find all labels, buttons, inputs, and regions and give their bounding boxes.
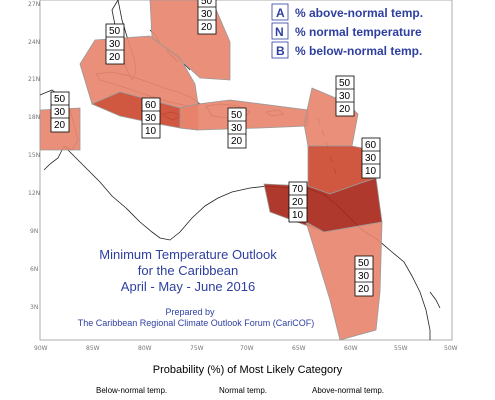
lon-tick: 65W: [292, 345, 306, 352]
prob-normal: 30: [201, 9, 213, 20]
lon-tick: 80W: [138, 345, 152, 352]
title-line: for the Caribbean: [138, 263, 238, 278]
title-line: Minimum Temperature Outlook: [99, 247, 277, 262]
prob-box-abc-trinidad: 70 20 10: [288, 181, 308, 223]
prob-below: 20: [109, 52, 121, 63]
prob-box-belize: 50 30 20: [50, 91, 70, 133]
prob-normal: 30: [145, 113, 157, 124]
prob-below: 10: [292, 210, 304, 221]
prob-below: 20: [201, 22, 213, 33]
lat-tick: 9N: [30, 228, 38, 235]
lon-tick: 90W: [34, 345, 48, 352]
prob-above: 50: [54, 94, 66, 105]
lon-tick: 85W: [86, 345, 100, 352]
legend-key-desc: % normal temperature: [295, 25, 422, 39]
prob-box-bahamas: 50 30 20: [197, 0, 217, 35]
prob-box-puerto-rico-band: 50 30 20: [227, 107, 247, 149]
prob-below: 10: [365, 166, 377, 177]
lon-tick: 50W: [444, 345, 458, 352]
legend-key-desc: % above-normal temp.: [295, 6, 423, 20]
legend-key-desc: % below-normal temp.: [295, 44, 422, 58]
lat-tick: 6N: [30, 266, 38, 273]
legend-key: A % above-normal temp. N % normal temper…: [271, 3, 423, 59]
title-line: April - May - June 2016: [121, 279, 255, 294]
lat-tick: 12N: [28, 190, 40, 197]
prob-normal: 30: [339, 91, 351, 102]
probability-boxes: 50 30 20 50 30 20 60 30 10 50 30: [50, 0, 381, 297]
legend-key-letter: B: [276, 44, 285, 58]
credit-line: The Caribbean Regional Climate Outlook F…: [78, 318, 315, 328]
prob-below: 20: [358, 284, 370, 295]
map-credit: Prepared by The Caribbean Regional Clima…: [78, 307, 315, 328]
prob-below: 20: [339, 104, 351, 115]
credit-line: Prepared by: [165, 307, 215, 317]
prob-above: 50: [201, 0, 213, 7]
prob-normal: 30: [54, 107, 66, 118]
prob-box-leeward-islands: 50 30 20: [335, 75, 355, 117]
legend-label-above: Above-normal temp.: [312, 386, 385, 395]
prob-box-windward-islands: 60 30 10: [361, 137, 381, 179]
lon-axis: 90W 85W 80W 75W 70W 65W 60W 55W 50W: [34, 345, 458, 352]
legend-title: Probability (%) of Most Likely Category: [152, 364, 343, 376]
prob-box-guianas: 50 30 20: [354, 255, 374, 297]
prob-box-jamaica-cayman: 60 30 10: [141, 97, 161, 139]
legend-label-below: Below-normal temp.: [96, 386, 168, 395]
lat-tick: 21N: [28, 76, 40, 83]
legend-label-normal: Normal temp.: [219, 386, 268, 395]
prob-normal: 30: [358, 271, 370, 282]
prob-above: 50: [339, 78, 351, 89]
region-guianas: [305, 221, 383, 341]
legend-key-letter: A: [276, 6, 285, 20]
prob-normal: 30: [231, 123, 243, 134]
prob-box-cuba-hispaniola-band: 50 30 20: [105, 23, 125, 65]
lat-tick: 24N: [28, 39, 40, 46]
prob-above: 50: [231, 110, 243, 121]
lat-tick: 15N: [28, 152, 40, 159]
legend-key-letter: N: [275, 25, 284, 39]
prob-normal: 30: [365, 153, 377, 164]
lon-tick: 75W: [190, 345, 204, 352]
prob-above: 60: [145, 100, 157, 111]
prob-above: 60: [365, 140, 377, 151]
lat-tick: 27N: [28, 1, 40, 8]
lon-tick: 60W: [344, 345, 358, 352]
lat-tick: 18N: [28, 114, 40, 121]
lon-tick: 70W: [240, 345, 254, 352]
lon-tick: 55W: [394, 345, 408, 352]
prob-below: 10: [145, 126, 157, 137]
lat-tick: 3N: [30, 304, 38, 311]
prob-normal: 30: [109, 39, 121, 50]
map-title: Minimum Temperature Outlook for the Cari…: [99, 247, 277, 294]
lat-axis: 27N 24N 21N 18N 15N 12N 9N 6N 3N: [28, 1, 40, 311]
prob-below: 20: [231, 136, 243, 147]
prob-below: 20: [54, 120, 66, 131]
prob-normal: 20: [292, 197, 304, 208]
prob-above: 50: [358, 258, 370, 269]
prob-above: 50: [109, 26, 121, 37]
prob-above: 70: [292, 184, 304, 195]
